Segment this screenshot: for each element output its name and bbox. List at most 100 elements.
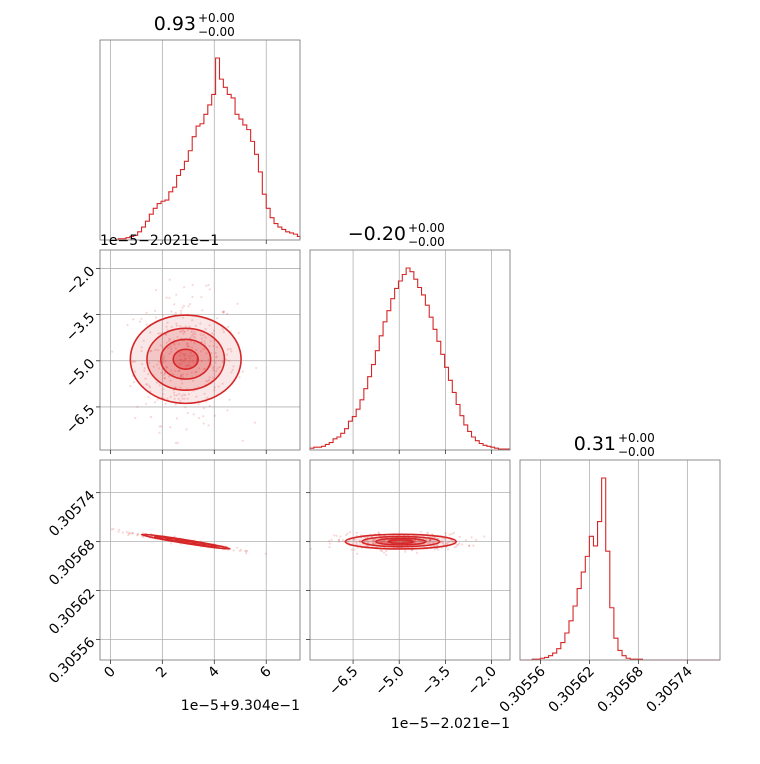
sample-point bbox=[186, 342, 189, 345]
sample-point bbox=[125, 531, 128, 534]
sample-point bbox=[241, 370, 244, 373]
sample-point bbox=[222, 330, 225, 334]
sample-point bbox=[232, 365, 235, 368]
sample-point bbox=[441, 541, 444, 544]
sample-point bbox=[384, 541, 387, 544]
sample-point bbox=[202, 407, 205, 410]
sample-point bbox=[144, 377, 147, 380]
sample-point bbox=[175, 322, 178, 325]
sample-point bbox=[211, 376, 215, 379]
sample-point bbox=[175, 293, 178, 296]
hist-title-plus-2: +0.00 bbox=[618, 431, 655, 445]
sample-point bbox=[383, 540, 386, 543]
sample-point bbox=[128, 532, 131, 535]
sample-point bbox=[203, 340, 206, 343]
sample-point bbox=[304, 539, 306, 541]
scatter-frame-2 bbox=[309, 459, 511, 661]
sample-point bbox=[138, 320, 142, 323]
sample-point bbox=[443, 537, 446, 540]
hist-title-minus-2: −0.00 bbox=[618, 445, 655, 459]
sample-point bbox=[190, 336, 193, 339]
sample-point bbox=[194, 324, 197, 327]
sample-point bbox=[245, 549, 248, 552]
sample-point bbox=[191, 319, 194, 322]
sample-point bbox=[190, 354, 193, 357]
sample-point bbox=[199, 333, 202, 336]
sample-point bbox=[215, 356, 218, 359]
sample-point bbox=[428, 538, 431, 541]
sample-point bbox=[225, 358, 228, 361]
sample-point bbox=[184, 540, 187, 543]
sample-point bbox=[448, 533, 451, 536]
sample-point bbox=[433, 541, 436, 544]
sample-point bbox=[337, 538, 341, 542]
sample-point bbox=[345, 533, 348, 537]
sample-point bbox=[179, 375, 182, 378]
sample-point bbox=[356, 552, 359, 555]
sample-point bbox=[157, 367, 161, 370]
sample-point bbox=[380, 541, 383, 544]
sample-point bbox=[166, 328, 169, 331]
sample-point bbox=[226, 325, 230, 328]
sample-point bbox=[186, 411, 189, 415]
sample-point bbox=[191, 283, 194, 286]
xtick-label-2-1: 0.30562 bbox=[546, 664, 598, 716]
sample-point bbox=[238, 549, 241, 553]
sample-point bbox=[168, 375, 171, 378]
sample-point bbox=[191, 295, 194, 299]
sample-point bbox=[143, 369, 146, 372]
scatter-panel-0 bbox=[96, 249, 301, 454]
hist-series-0 bbox=[110, 57, 301, 241]
sample-point bbox=[221, 382, 224, 385]
sample-point bbox=[170, 325, 173, 328]
sample-point bbox=[200, 360, 203, 363]
hist-title-value-2: 0.31 bbox=[574, 433, 616, 455]
sample-point bbox=[337, 540, 340, 544]
sample-point bbox=[186, 397, 189, 400]
sample-point bbox=[377, 531, 380, 534]
sample-point bbox=[181, 373, 184, 376]
sample-point bbox=[379, 540, 382, 544]
sample-point bbox=[165, 325, 168, 328]
sample-point bbox=[358, 540, 361, 543]
ytick-label-2-1: 0.30562 bbox=[46, 586, 98, 638]
ytick-label-1-2: −3.5 bbox=[63, 310, 98, 345]
sample-point bbox=[157, 360, 161, 363]
sample-point bbox=[140, 350, 143, 353]
sample-point bbox=[341, 539, 344, 542]
sample-point bbox=[221, 310, 224, 313]
sample-point bbox=[232, 549, 235, 552]
sample-point bbox=[163, 372, 167, 375]
sample-point bbox=[231, 368, 234, 371]
sample-point bbox=[192, 413, 195, 416]
sample-point bbox=[440, 539, 443, 542]
sample-point bbox=[382, 539, 385, 543]
sample-point bbox=[188, 345, 191, 348]
sample-point bbox=[217, 385, 220, 388]
sample-point bbox=[211, 332, 214, 335]
sample-point bbox=[206, 380, 209, 383]
sample-point bbox=[414, 541, 417, 544]
sample-point bbox=[337, 538, 340, 542]
sample-point bbox=[159, 344, 162, 347]
sample-point bbox=[212, 329, 216, 332]
sample-point bbox=[468, 544, 471, 548]
sample-point bbox=[175, 394, 178, 397]
sample-point bbox=[441, 542, 445, 545]
sample-point bbox=[140, 346, 143, 349]
sample-point bbox=[154, 348, 157, 351]
offset-label-y-param-1: 1e−5−2.021e−1 bbox=[100, 233, 219, 249]
sample-point bbox=[355, 531, 358, 534]
sample-point bbox=[206, 396, 209, 399]
sample-point bbox=[230, 371, 233, 374]
sample-point bbox=[205, 352, 208, 355]
sample-point bbox=[366, 541, 369, 544]
sample-point bbox=[162, 357, 165, 360]
sample-point bbox=[431, 541, 434, 544]
sample-point bbox=[238, 376, 241, 379]
sample-point bbox=[379, 549, 382, 552]
sample-point bbox=[181, 376, 185, 379]
sample-point bbox=[347, 540, 350, 543]
sample-point bbox=[385, 553, 388, 557]
sample-point bbox=[226, 312, 229, 315]
